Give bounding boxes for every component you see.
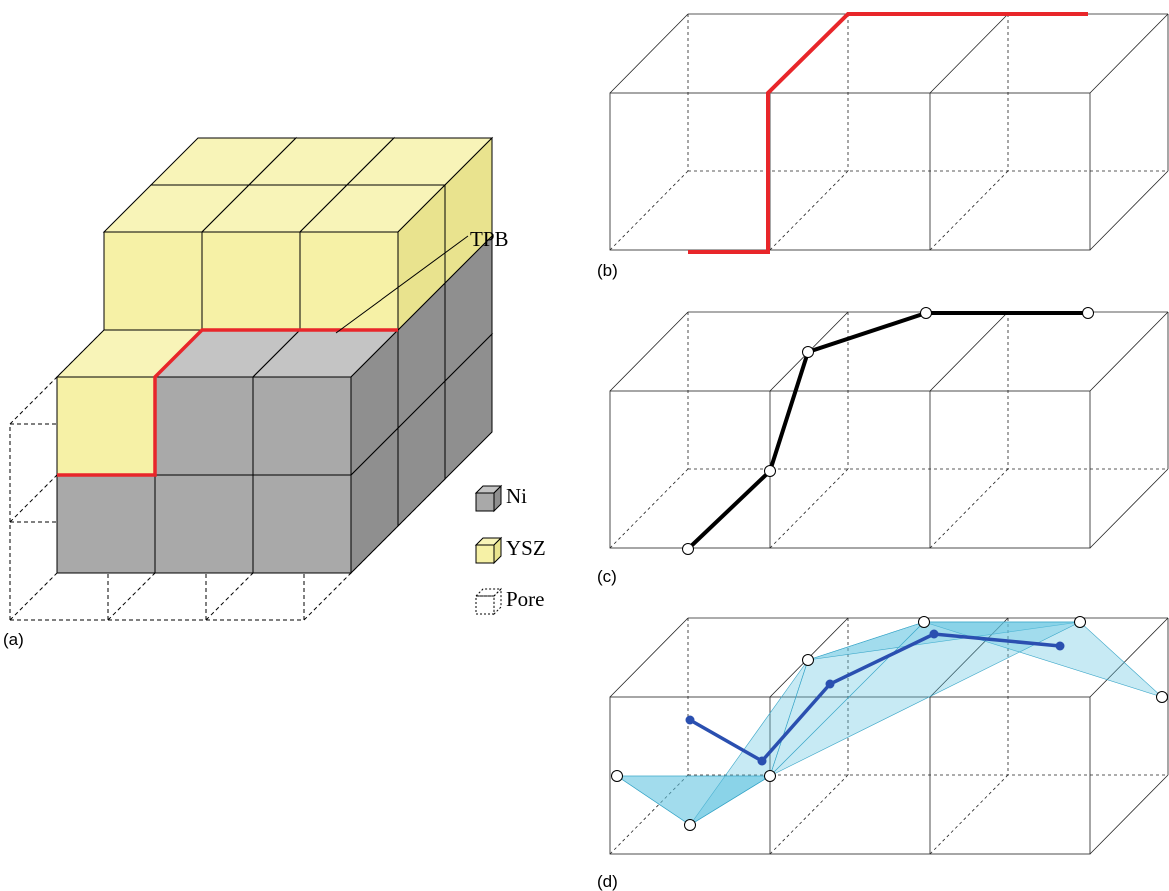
- centerline-node: [930, 630, 939, 639]
- cube-face: [300, 232, 398, 330]
- legend-icon: [476, 596, 494, 614]
- panel-d: [610, 617, 1168, 855]
- legend-icon: [494, 589, 501, 614]
- legend-label: Pore: [506, 587, 545, 611]
- node: [765, 771, 776, 782]
- legend-icon: [476, 545, 494, 563]
- box-edge: [1090, 171, 1168, 250]
- cube-face: [57, 377, 155, 475]
- hidden-edge: [610, 469, 688, 548]
- cube-face: [253, 377, 351, 475]
- tpb-path: [688, 313, 1088, 549]
- box-edge: [1090, 775, 1168, 854]
- box-edge: [610, 391, 1090, 548]
- node: [919, 617, 930, 628]
- panel-b: [610, 14, 1168, 252]
- cube-face: [104, 232, 202, 330]
- panel-a: [10, 138, 501, 620]
- node: [683, 544, 694, 555]
- box-edge: [1090, 14, 1168, 93]
- hidden-edge: [930, 469, 1008, 548]
- cube-face: [57, 475, 155, 573]
- box-edge: [930, 14, 1008, 93]
- box-edge: [1090, 312, 1168, 391]
- hidden-edge: [930, 171, 1008, 250]
- panel-c: [610, 308, 1168, 555]
- node: [685, 820, 696, 831]
- cube-face: [253, 475, 351, 573]
- cube-face: [155, 377, 253, 475]
- box-edge: [610, 312, 688, 391]
- box-edge: [930, 312, 1008, 391]
- cube-face: [202, 232, 300, 330]
- node: [612, 771, 623, 782]
- centerline-node: [758, 757, 767, 766]
- tpb-line: [688, 14, 1088, 252]
- centerline-node: [1056, 642, 1065, 651]
- node: [921, 308, 932, 319]
- centerline-node: [826, 680, 835, 689]
- node: [803, 655, 814, 666]
- cube-face: [155, 475, 253, 573]
- node: [1075, 617, 1086, 628]
- hidden-edge: [770, 775, 848, 854]
- box-edge: [1090, 469, 1168, 548]
- figure: (a) TPB Ni YSZ Pore (b) (c) (d): [0, 0, 1169, 891]
- node: [803, 347, 814, 358]
- box-edge: [610, 14, 688, 93]
- panel-label: (a): [3, 630, 24, 649]
- tpb-label: TPB: [470, 227, 509, 251]
- hidden-edge: [770, 469, 848, 548]
- panel-label: (d): [597, 872, 618, 891]
- region: [617, 776, 770, 825]
- hidden-edge: [770, 171, 848, 250]
- legend-icon: [476, 493, 494, 511]
- legend-label: YSZ: [506, 536, 546, 560]
- panel-label: (c): [597, 567, 617, 586]
- hidden-edge: [930, 775, 1008, 854]
- legend-label: Ni: [506, 484, 527, 508]
- node: [1083, 308, 1094, 319]
- node: [765, 466, 776, 477]
- hidden-edge: [610, 171, 688, 250]
- box-edge: [610, 618, 688, 697]
- node: [1157, 692, 1168, 703]
- box-edge: [610, 93, 1090, 250]
- panel-label: (b): [597, 261, 618, 280]
- centerline-node: [686, 716, 695, 725]
